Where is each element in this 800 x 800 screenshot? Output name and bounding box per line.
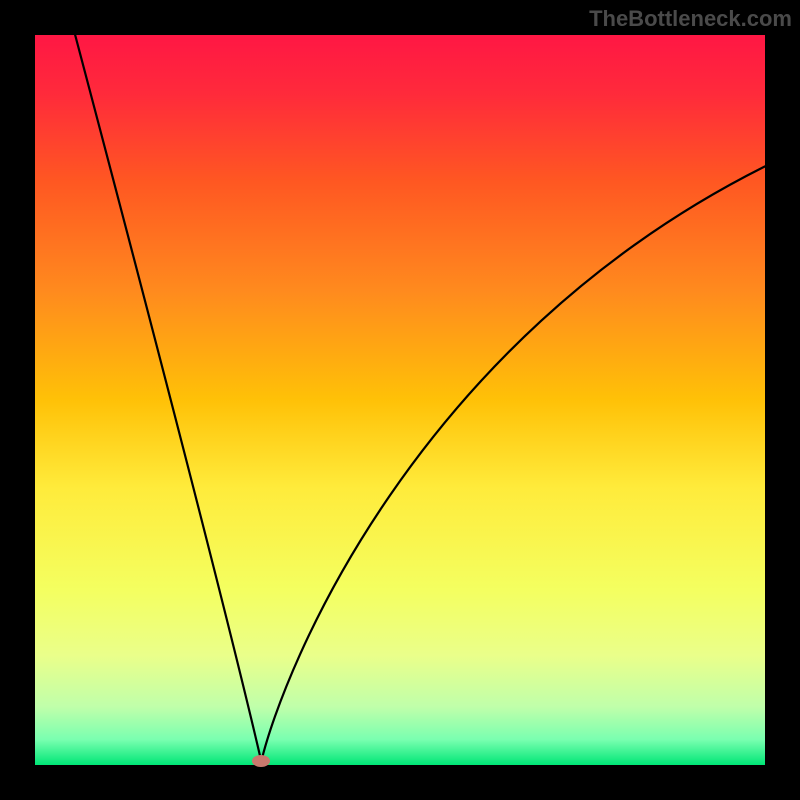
plot-area bbox=[35, 35, 765, 765]
minimum-marker bbox=[252, 755, 270, 767]
curve-layer bbox=[35, 35, 765, 765]
chart-container: TheBottleneck.com bbox=[0, 0, 800, 800]
bottleneck-curve bbox=[75, 35, 765, 761]
watermark-text: TheBottleneck.com bbox=[589, 6, 792, 32]
